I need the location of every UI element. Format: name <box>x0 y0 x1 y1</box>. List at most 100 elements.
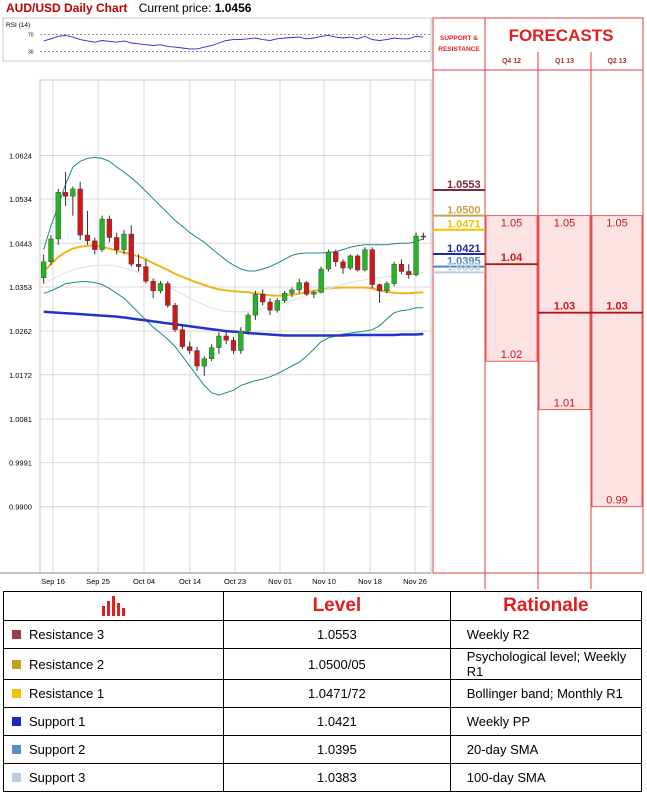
candle <box>282 290 288 303</box>
candle <box>48 235 54 266</box>
level-rationale: Weekly PP <box>449 707 643 736</box>
rsi-line <box>43 34 424 50</box>
rsi-level-label: 30 <box>28 49 34 55</box>
level-value: 1.0383 <box>223 763 451 792</box>
x-tick-label: Nov 26 <box>403 577 427 586</box>
level-name-text: Support 2 <box>29 742 86 757</box>
level-value: 1.0421 <box>223 707 451 736</box>
candle-body <box>70 188 76 197</box>
bar-chart-icon <box>3 591 224 621</box>
candle-body <box>347 255 353 269</box>
rsi-level-label: 70 <box>28 33 34 39</box>
level-name: Resistance 2 <box>3 648 224 680</box>
candle-body <box>77 188 83 236</box>
level-rationale: 20-day SMA <box>449 735 643 764</box>
level-value: 1.0471/72 <box>223 679 451 708</box>
candle-body <box>369 249 375 285</box>
level-name-text: Resistance 2 <box>29 656 105 672</box>
candle <box>406 264 412 279</box>
candle <box>121 230 127 255</box>
level-name: Resistance 3 <box>3 620 224 649</box>
candle-body <box>362 249 368 271</box>
x-tick-label: Oct 14 <box>179 577 201 586</box>
levels-table-row: Support 3 1.0383 100-day SMA <box>3 763 643 792</box>
level-rationale: Weekly R2 <box>449 620 643 649</box>
candle <box>362 247 368 272</box>
candle-body <box>238 330 244 351</box>
candle <box>274 298 280 313</box>
candle <box>267 298 273 316</box>
candle <box>340 259 346 274</box>
candle <box>398 259 405 274</box>
price-chart: 1.0624 1.0534 1.0443 1.0353 1.0262 1.0172 1.00… <box>0 17 644 589</box>
rationale-header: Rationale <box>449 591 643 621</box>
forecast-mid-label: 1.04 <box>501 252 523 264</box>
x-tick-label: Oct 23 <box>224 577 246 586</box>
candle <box>114 232 120 255</box>
candle <box>347 254 353 270</box>
y-tick-label: 0.9991 <box>9 459 32 468</box>
candle <box>77 181 83 240</box>
candle <box>143 259 149 284</box>
candle <box>369 247 375 289</box>
candle <box>355 254 361 272</box>
sr-level-label: 1.0553 <box>447 179 481 191</box>
candle <box>333 249 339 267</box>
sr-label: SUPPORT & <box>440 35 478 42</box>
forecast-mid-label: 1.03 <box>554 301 575 313</box>
candle <box>92 237 98 255</box>
y-tick-label: 1.0353 <box>9 283 32 292</box>
y-tick-label: 1.0443 <box>9 239 32 248</box>
candle-body <box>252 294 259 316</box>
level-swatch <box>12 773 21 783</box>
candle-body <box>128 233 134 265</box>
x-tick-label: Nov 18 <box>358 577 382 586</box>
candle-body <box>245 314 251 332</box>
candle <box>376 283 383 303</box>
candle <box>238 327 244 354</box>
forecast-low-label: 1.01 <box>554 398 575 410</box>
level-name: Support 2 <box>3 735 224 764</box>
y-tick-label: 1.0081 <box>9 415 32 424</box>
candle-body <box>282 293 288 301</box>
candle-body <box>121 233 127 250</box>
candle <box>41 254 47 284</box>
forecasts-title: FORECASTS <box>509 26 614 45</box>
candle-body <box>187 346 193 351</box>
y-tick-label: 1.0624 <box>9 152 32 161</box>
candle <box>325 249 332 272</box>
candle <box>384 281 390 294</box>
forecast-high-label: 1.05 <box>606 218 627 230</box>
candle <box>216 332 222 354</box>
bollinger-upper-line <box>43 156 424 272</box>
forecast-range-box <box>485 215 538 362</box>
level-swatch <box>12 689 21 699</box>
candle <box>260 289 266 306</box>
candle <box>157 281 164 294</box>
forecast-col-header: Q2 13 <box>607 58 626 65</box>
candle-body <box>48 238 54 262</box>
levels-table-row: Support 2 1.0395 20-day SMA <box>3 735 643 764</box>
candle-body <box>311 292 317 295</box>
level-rationale: Psychological level; Weekly R1 <box>449 648 643 680</box>
candle-body <box>260 294 266 303</box>
sr-level-label: 1.0421 <box>447 243 481 255</box>
candle-body <box>274 300 280 311</box>
level-rationale: 100-day SMA <box>449 763 643 792</box>
candle-body <box>62 192 69 197</box>
forecast-high-label: 1.05 <box>501 218 522 230</box>
candle <box>230 336 237 354</box>
candle-body <box>296 282 302 291</box>
sr-level-label: 1.0395 <box>447 256 481 268</box>
candle-body <box>143 266 149 282</box>
candle-body <box>413 235 419 276</box>
forecast-mid-label: 1.03 <box>606 301 627 313</box>
candle <box>318 266 324 294</box>
candle-body <box>114 237 120 250</box>
candle <box>252 290 259 320</box>
level-value: 1.0395 <box>223 735 451 764</box>
level-name-text: Support 3 <box>29 770 86 785</box>
candle-body <box>318 268 324 293</box>
forecast-low-label: 1.02 <box>501 349 522 361</box>
candle-body <box>303 282 310 295</box>
